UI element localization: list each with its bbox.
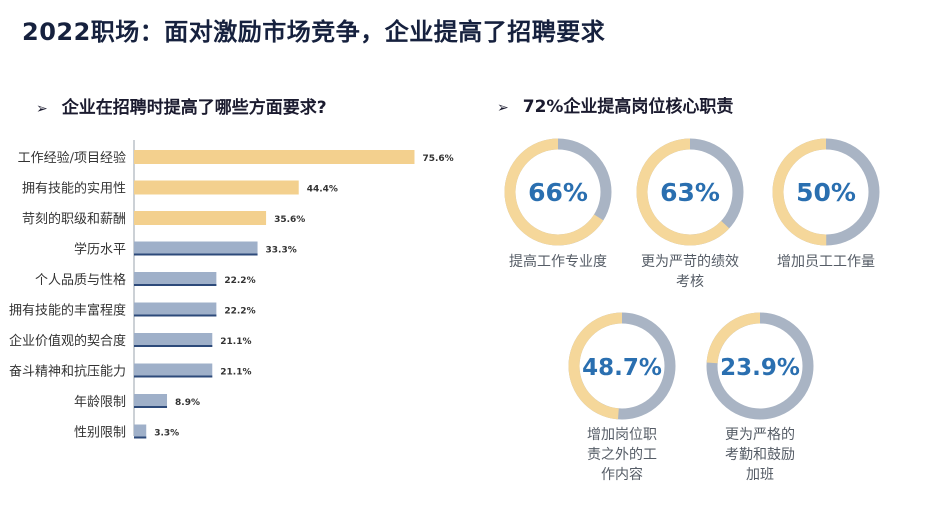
donut-category-label: 更为严苛的绩效考核 [641,254,739,290]
donut-category-label: 增加员工工作量 [777,254,875,270]
data-label: 33.3% [266,246,297,256]
category-label: 企业价值观的契合度 [9,333,126,349]
donut-value-arc [568,312,676,420]
category-label: 工作经验/项目经验 [18,150,126,166]
donut-value-arc [504,138,612,246]
data-label: 21.1% [220,337,251,347]
donut-section-title-text: 72%企业提高岗位核心职责 [522,97,734,117]
donut-category-label: 更为严格的考勤和鼓励加班 [725,427,795,483]
bar-chart-title: ➢ 企业在招聘时提高了哪些方面要求? [36,93,327,118]
bar [134,211,267,225]
category-label: 学历水平 [74,242,126,258]
arrow-bullet-icon: ➢ [36,101,48,117]
category-label: 年龄限制 [74,395,126,410]
donut-value-label: 66% [528,178,588,207]
bar-underline [134,284,217,286]
category-label: 奋斗精神和抗压能力 [9,365,126,380]
bar-chart-title-text: 企业在招聘时提高了哪些方面要求? [61,98,327,118]
category-label: 苛刻的职级和薪酬 [22,211,126,227]
bar [134,150,415,164]
bar [134,302,217,317]
bar-underline [134,253,258,256]
category-label: 拥有技能的丰富程度 [9,303,126,319]
donut-category-label: 增加岗位职责之外的工作内容 [587,427,657,483]
bar [134,424,147,439]
bar-underline [134,375,213,378]
category-label: 性别限制 [74,426,126,441]
donut-value-arc [772,138,880,246]
donut-value-label: 50% [796,178,856,207]
donut-value-arc [636,138,744,246]
donut-section-title: ➢ 72%企业提高岗位核心职责 [497,92,733,117]
bar-underline [134,406,168,408]
data-label: 22.2% [224,307,255,317]
bar [134,333,213,347]
arrow-bullet-icon: ➢ [497,100,509,116]
data-label: 21.1% [220,368,251,378]
data-label: 75.6% [422,154,453,164]
data-label: 35.6% [274,215,305,225]
bar [134,180,299,195]
data-label: 3.3% [154,429,179,439]
category-label: 拥有技能的实用性 [22,181,126,197]
bar-underline [134,314,217,317]
donut-value-label: 63% [660,178,720,207]
category-label: 个人品质与性格 [35,272,126,288]
data-label: 44.4% [307,185,338,195]
donut-value-label: 23.9% [720,355,800,381]
bar [134,272,217,286]
donut-value-label: 48.7% [582,355,662,381]
page-title: 2022职场：面对激励市场竞争，企业提高了招聘要求 [22,18,606,46]
donut-category-label: 提高工作专业度 [509,254,607,270]
bar [134,394,168,408]
bar [134,241,258,256]
data-label: 22.2% [224,276,255,286]
donut-value-arc [706,312,814,420]
data-label: 8.9% [175,398,200,408]
bar-underline [134,436,147,439]
bar-underline [134,345,213,347]
bar [134,363,213,378]
